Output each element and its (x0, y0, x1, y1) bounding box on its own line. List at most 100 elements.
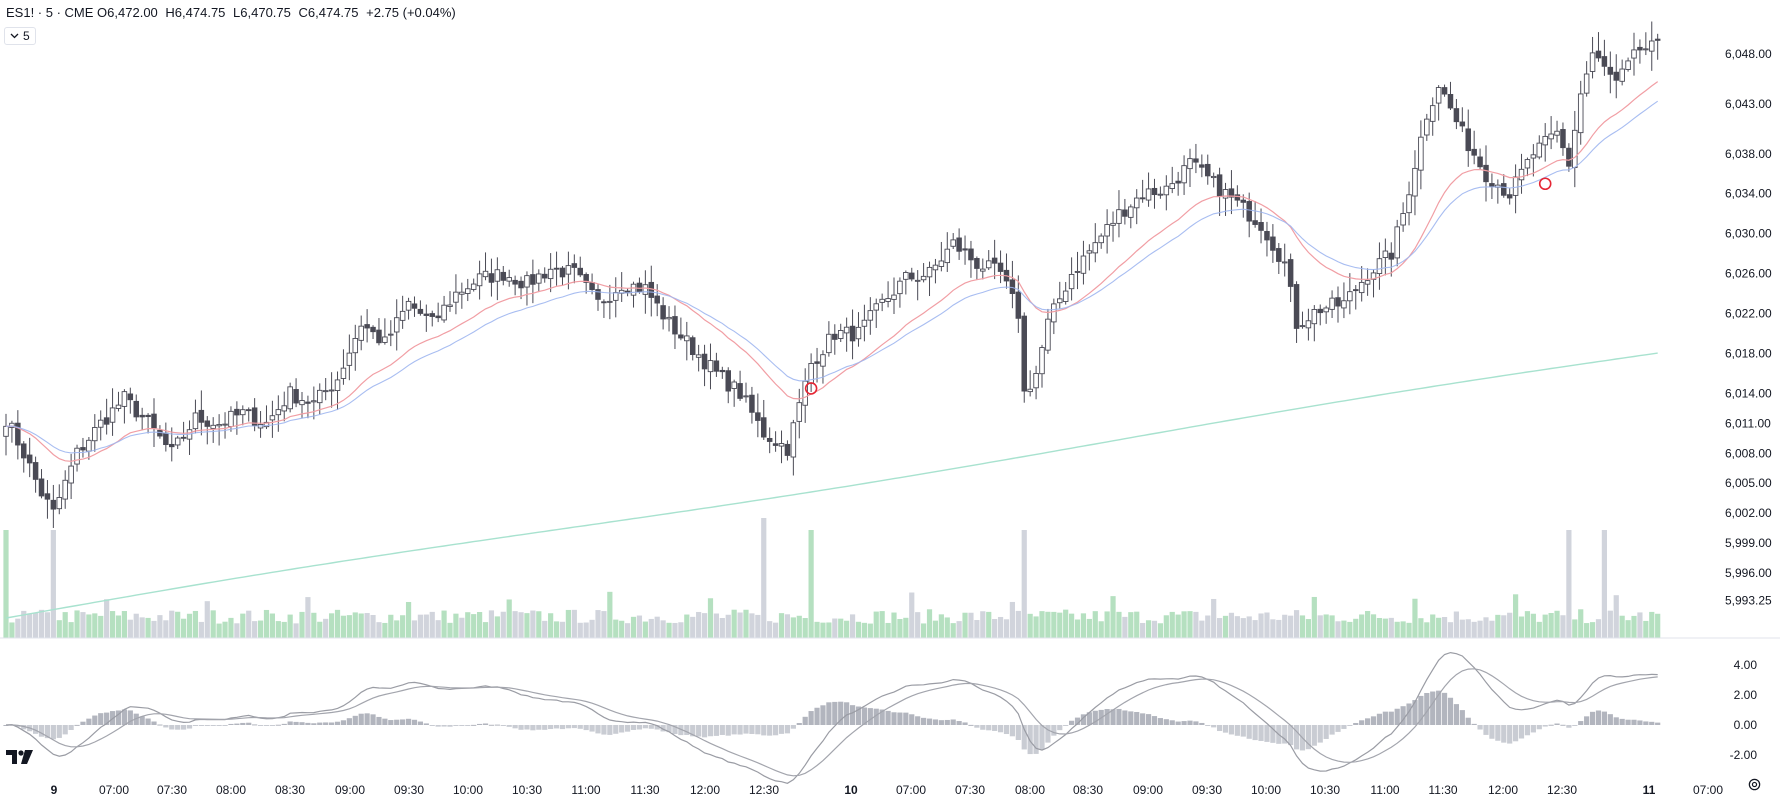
macd-histogram-bar (524, 725, 530, 730)
candle-body (80, 447, 86, 451)
volume-bar (1015, 610, 1021, 638)
candle-body (707, 360, 714, 373)
candle-body (145, 414, 151, 418)
volume-bar (879, 611, 885, 638)
candle-body (630, 283, 637, 296)
candle-body (1536, 142, 1543, 158)
volume-bar (944, 617, 950, 638)
macd-histogram-bar (169, 725, 175, 730)
candle-body (1341, 300, 1347, 309)
macd-histogram-bar (1199, 722, 1205, 725)
volume-bar (1643, 620, 1649, 638)
volume-bar (1134, 611, 1140, 638)
interval-toggle-button[interactable]: 5 (4, 27, 36, 45)
volume-bar (1329, 615, 1335, 638)
candle-body (1512, 176, 1519, 196)
candle-body (1133, 197, 1140, 209)
macd-histogram-bar (938, 720, 944, 725)
macd-histogram-bar (1187, 720, 1193, 725)
macd-histogram-bar (1513, 725, 1519, 742)
macd-histogram-bar (719, 725, 725, 735)
candle-body (133, 400, 139, 418)
candle-body (1193, 158, 1199, 163)
time-axis-label: 12:30 (749, 783, 779, 797)
macd-histogram-bar (133, 713, 139, 725)
volume-bar (1595, 619, 1602, 638)
candle-body (459, 291, 465, 295)
candle-body (1358, 281, 1365, 294)
price-axis-label: 6,043.00 (1725, 97, 1772, 111)
candle-body (903, 272, 909, 280)
volume-bar (329, 613, 335, 638)
macd-histogram-bar (1045, 725, 1051, 743)
volume-bar (849, 614, 856, 638)
macd-histogram-bar (1009, 725, 1015, 737)
symbol-title[interactable]: ES1! · 5 · CME (6, 5, 94, 20)
volume-bar (139, 617, 145, 638)
candle-body (1548, 133, 1554, 140)
candle-body (914, 279, 921, 282)
candle-body (1021, 315, 1027, 392)
candle-body (163, 432, 169, 446)
candle-body (684, 335, 690, 342)
candle-body (423, 313, 430, 316)
macd-histogram-bar (459, 725, 465, 726)
volume-bar (228, 617, 234, 638)
signal-marker (804, 382, 818, 395)
volume-bar (672, 622, 678, 638)
volume-bar (1353, 618, 1359, 638)
time-axis-label: 09:00 (335, 783, 365, 797)
volume-bar (86, 614, 92, 638)
candle-body (1287, 259, 1294, 287)
tradingview-logo-icon[interactable] (6, 750, 34, 764)
macd-histogram-bar (441, 725, 447, 727)
volume-bar (1317, 615, 1323, 638)
candle-body (1524, 159, 1531, 169)
price-axis[interactable]: 6,048.00 6,043.00 6,038.00 6,034.00 6,030.00… (1725, 47, 1772, 608)
low-label: L (233, 5, 241, 20)
candle-body (1453, 108, 1460, 123)
macd-histogram-bar (151, 721, 157, 725)
candle-body (1062, 290, 1069, 302)
volume-bar (465, 612, 471, 638)
candle-body (772, 443, 779, 446)
candle-body (1382, 250, 1389, 258)
macd-histogram-bar (1021, 725, 1027, 750)
volume-bar (417, 614, 423, 638)
candle-body (1151, 187, 1158, 196)
macd-histogram-bar (1347, 725, 1353, 726)
volume-bar (625, 623, 631, 638)
macd-histogram-bar (962, 722, 968, 725)
macd-histogram-bar (921, 717, 927, 725)
volume-bar (832, 618, 838, 638)
macd-histogram-bar (542, 725, 548, 730)
volume-bar (595, 610, 601, 638)
gear-icon[interactable] (1747, 777, 1762, 792)
macd-histogram-bar (1613, 717, 1619, 725)
high-value: 6,474.75 (174, 5, 226, 20)
time-axis[interactable]: 9 07:00 07:30 08:00 08:30 09:00 09:30 10:00 10:3… (51, 783, 1724, 797)
macd-histogram-bar (44, 725, 51, 739)
candle-body (648, 281, 655, 298)
candle-body (26, 454, 33, 464)
macd-histogram-bar (1376, 713, 1383, 725)
volume-bar (1459, 619, 1465, 638)
candle-body (1122, 209, 1128, 217)
volume-bar (210, 610, 216, 638)
volume-bar (950, 623, 956, 638)
candle-body (9, 422, 15, 428)
candle-body (74, 447, 80, 465)
candle-body (968, 248, 974, 261)
candle-body (234, 408, 240, 416)
volume-bar (358, 613, 364, 638)
candle-body (311, 400, 317, 403)
volume-bar (1607, 610, 1613, 638)
macd-histogram-bar (127, 710, 133, 725)
macd-histogram-bar (400, 719, 406, 725)
volume-bar (1655, 613, 1661, 638)
volume-bar (1465, 619, 1471, 638)
candle-body (352, 337, 359, 354)
candle-body (1619, 68, 1625, 82)
candle-body (1376, 258, 1383, 275)
